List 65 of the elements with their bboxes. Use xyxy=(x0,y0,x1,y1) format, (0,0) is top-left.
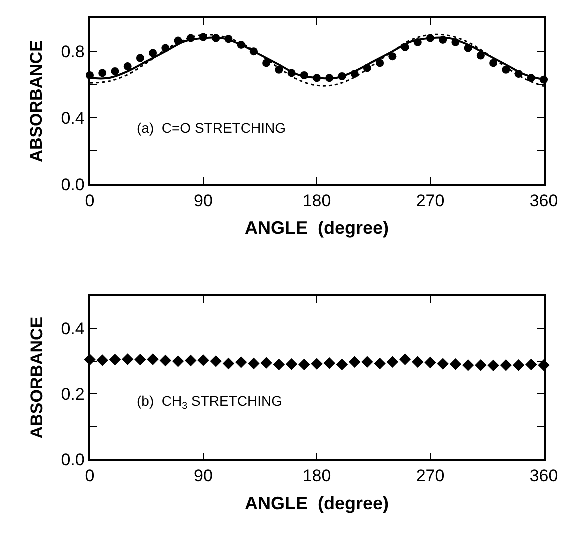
point xyxy=(490,59,498,68)
y-tick-label: 0.4 xyxy=(61,320,85,339)
point xyxy=(172,356,184,368)
point xyxy=(210,356,222,368)
point xyxy=(122,354,134,366)
point xyxy=(424,356,436,369)
point xyxy=(262,59,271,68)
point xyxy=(388,52,397,61)
point xyxy=(136,54,144,62)
point xyxy=(336,358,348,371)
point xyxy=(149,49,158,58)
point xyxy=(298,358,310,371)
point xyxy=(348,356,361,368)
point xyxy=(198,354,210,366)
x-tick-label: 270 xyxy=(416,466,445,486)
y-tick-label: 0.4 xyxy=(61,108,85,128)
point xyxy=(450,358,462,370)
y-axis-title: ABSORBANCE xyxy=(27,316,46,439)
x-axis-title: ANGLE (degree) xyxy=(244,218,390,238)
point xyxy=(500,360,512,372)
point xyxy=(185,354,197,367)
point xyxy=(96,354,108,366)
point xyxy=(311,358,323,370)
point xyxy=(124,62,132,71)
point xyxy=(260,357,272,369)
point xyxy=(160,354,172,367)
point xyxy=(475,360,487,372)
y-tick-label: 0.8 xyxy=(61,42,85,62)
point xyxy=(324,358,336,370)
annotation: (b) CH$_{3}$ STRETCHING xyxy=(137,393,282,412)
y-axis-title: ABSORBANCE xyxy=(27,40,46,162)
x-tick-label: 0 xyxy=(85,192,95,211)
x-tick-label: 90 xyxy=(194,466,213,486)
x-tick-label: 180 xyxy=(302,466,332,486)
point xyxy=(98,69,107,78)
point xyxy=(437,358,449,370)
point xyxy=(273,358,286,371)
point xyxy=(412,356,424,368)
point xyxy=(235,356,248,368)
y-tick-label: 0.0 xyxy=(61,175,85,194)
point xyxy=(134,354,146,366)
x-tick-label: 90 xyxy=(194,192,213,211)
point xyxy=(222,358,235,370)
y-tick-label: 0.0 xyxy=(61,450,85,470)
x-axis-title: ANGLE (degree) xyxy=(244,493,390,514)
point xyxy=(111,68,120,76)
point xyxy=(386,356,399,368)
point xyxy=(286,358,298,370)
point xyxy=(248,358,260,370)
x-tick-label: 0 xyxy=(85,466,95,486)
point xyxy=(399,354,412,366)
annotation: (a) C=O STRETCHING xyxy=(137,120,286,136)
point xyxy=(526,358,538,371)
x-tick-label: 360 xyxy=(530,192,558,211)
point xyxy=(362,356,374,368)
y-tick-label: 0.2 xyxy=(61,385,85,404)
point xyxy=(462,360,474,372)
point xyxy=(488,360,500,372)
x-tick-label: 360 xyxy=(530,466,558,486)
point xyxy=(109,354,122,366)
x-tick-label: 270 xyxy=(416,192,445,211)
point xyxy=(147,354,159,366)
point xyxy=(512,360,525,372)
point xyxy=(374,358,386,370)
x-tick-label: 180 xyxy=(302,192,332,211)
